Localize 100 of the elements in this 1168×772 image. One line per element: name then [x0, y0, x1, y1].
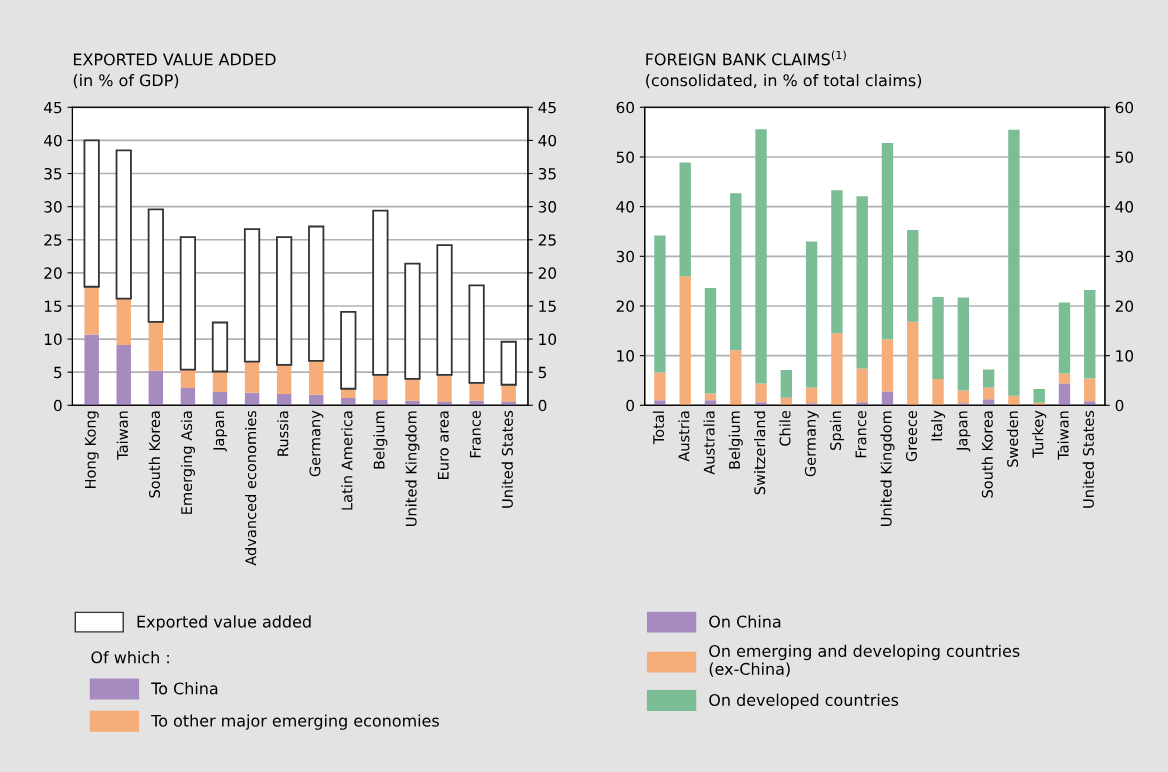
bar: [654, 400, 666, 406]
bar: [780, 370, 793, 398]
y2-tick-label: 20: [538, 267, 557, 279]
bar: [341, 388, 356, 399]
x-tick-label: Japan: [956, 411, 971, 452]
bar: [1058, 383, 1071, 406]
x-tick-label: Switzerland: [753, 411, 766, 495]
y-tick-label: 10: [44, 333, 62, 346]
x-tick-label: Belgium: [373, 411, 388, 469]
bar: [84, 334, 99, 406]
bar: [982, 387, 995, 400]
bar: [982, 399, 995, 406]
chart-subtitle: (consolidated, in % of total claims): [646, 73, 922, 89]
bar: [1033, 388, 1045, 403]
x-tick-label: Emerging Asia: [180, 411, 195, 514]
x-tick-label: South Korea: [148, 411, 161, 498]
bar: [437, 401, 452, 406]
bar: [211, 321, 229, 373]
y-tick-label: 0: [626, 399, 634, 412]
y2-tick-label: 30: [538, 201, 557, 213]
y-tick-label: 35: [44, 167, 62, 180]
bar: [1058, 302, 1071, 374]
y2-tick-label: 50: [1115, 151, 1134, 163]
bar: [341, 398, 356, 406]
x-tick-label: South Korea: [981, 411, 993, 498]
x-tick-label: Total: [652, 411, 665, 445]
y-tick-label: 30: [616, 250, 634, 263]
bar: [805, 241, 818, 388]
bar: [500, 340, 517, 386]
chart-title: EXPORTED VALUE ADDED: [73, 53, 276, 66]
chart-subtitle: (in % of GDP): [73, 73, 179, 89]
y-tick-label: 40: [616, 201, 634, 213]
x-tick-label: Russia: [277, 411, 289, 456]
chart-title: FOREIGN BANK CLAIMS$^{(1)}$: [646, 50, 846, 66]
y2-tick-label: 60: [1115, 101, 1134, 114]
bar: [831, 190, 843, 334]
bar: [755, 129, 767, 384]
bar: [116, 345, 131, 406]
x-tick-label: Italy: [930, 410, 946, 441]
bar: [148, 321, 164, 371]
bar: [831, 333, 843, 406]
y-tick-label: 60: [616, 101, 634, 114]
bar: [704, 288, 717, 394]
bar: [932, 297, 944, 379]
bar: [405, 400, 420, 406]
bar: [373, 400, 388, 406]
x-tick-label: Spain: [829, 411, 844, 450]
bar: [179, 236, 197, 371]
y-tick-label: 50: [616, 151, 634, 163]
x-tick-label: Taiwan: [1057, 411, 1069, 460]
y-tick-label: 15: [44, 300, 62, 312]
bar: [501, 401, 516, 406]
y-tick-label: 30: [44, 201, 62, 213]
x-tick-label: Euro area: [437, 411, 449, 479]
y2-tick-label: 40: [1115, 201, 1134, 213]
bar: [704, 393, 717, 401]
bar: [180, 388, 196, 406]
bar: [309, 394, 324, 406]
bar: [755, 402, 767, 406]
bar: [881, 339, 894, 392]
y-tick-label: 5: [54, 366, 62, 379]
bar: [244, 361, 260, 393]
x-tick-label: United Kingdom: [880, 411, 895, 526]
x-tick-label: Greece: [905, 410, 917, 462]
y2-tick-label: 0: [538, 399, 547, 412]
bar: [654, 372, 666, 401]
legend-label: On developed countries: [709, 693, 899, 710]
x-tick-label: United Kingdom: [405, 411, 420, 526]
bar: [856, 196, 868, 369]
y-tick-label: 20: [44, 267, 62, 279]
bar: [276, 236, 293, 366]
bar: [309, 360, 324, 395]
bar: [755, 383, 767, 403]
x-tick-label: Germany: [309, 410, 324, 477]
legend-label: To China: [151, 682, 218, 695]
bar: [436, 244, 453, 376]
x-tick-label: Taiwan: [116, 411, 128, 460]
x-tick-label: Advanced economies: [245, 410, 257, 566]
bar: [212, 371, 228, 393]
legend-title: Of which :: [91, 651, 169, 664]
y2-tick-label: 40: [538, 134, 557, 147]
bar: [212, 392, 228, 406]
bar: [730, 193, 742, 351]
y-tick-label: 10: [617, 350, 634, 362]
y2-tick-label: 10: [539, 333, 557, 346]
bar: [469, 382, 484, 401]
bar: [340, 311, 357, 390]
x-tick-label: Latin America: [341, 411, 353, 510]
bar: [1084, 378, 1096, 402]
bar: [405, 378, 420, 401]
bar: [372, 209, 389, 376]
bar: [907, 321, 919, 406]
x-tick-label: Austria: [678, 411, 690, 462]
legend-label: On China: [709, 615, 781, 628]
bar: [115, 149, 132, 300]
bar: [982, 369, 995, 388]
y2-tick-label: 5: [538, 366, 547, 379]
y2-tick-label: 20: [1115, 300, 1134, 312]
y2-tick-label: 25: [538, 234, 556, 246]
bar: [805, 387, 818, 404]
